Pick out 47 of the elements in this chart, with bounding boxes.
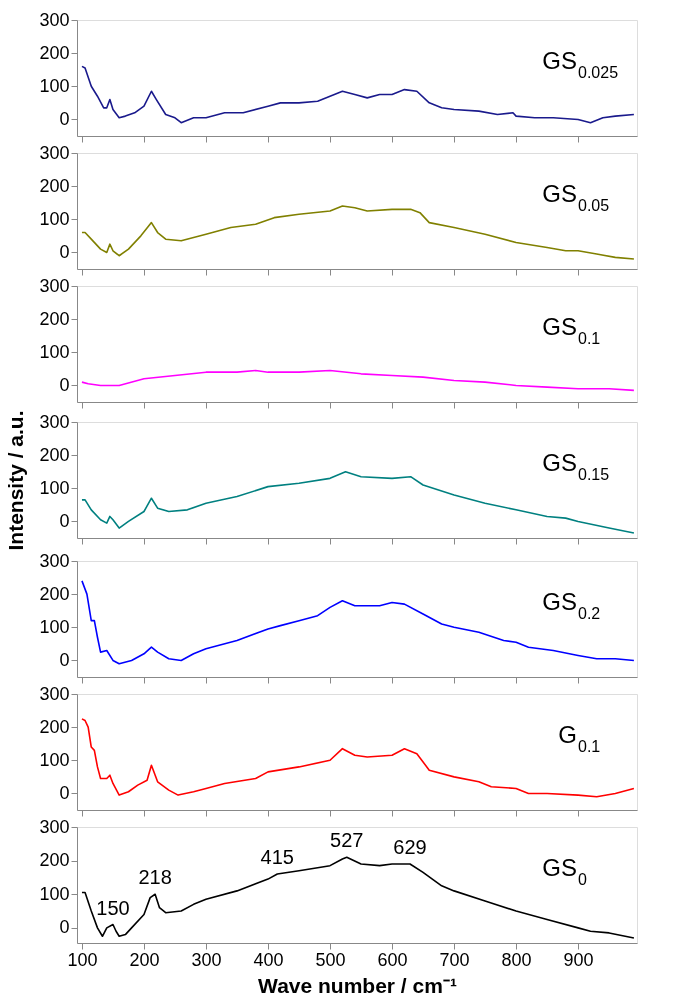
annotation: 527: [330, 829, 364, 852]
line-series: [81, 470, 635, 534]
y-tick-label: 200: [39, 444, 70, 465]
y-tick-label: 200: [39, 583, 70, 604]
y-tick-label: 300: [39, 550, 70, 571]
y-tick-label: 300: [39, 816, 70, 837]
x-tick-label: 800: [501, 949, 532, 970]
x-tick-label: 900: [563, 949, 594, 970]
annotation: 629: [393, 835, 427, 858]
x-tick-label: 600: [377, 949, 408, 970]
y-tick-label: 0: [59, 782, 70, 803]
y-tick-label: 200: [39, 850, 70, 871]
y-tick-label: 100: [39, 208, 70, 229]
x-tick-label: 300: [191, 949, 222, 970]
y-tick-label: 300: [39, 683, 70, 704]
line-series: [81, 580, 635, 665]
annotation: 415: [260, 846, 294, 869]
y-tick-label: 100: [39, 883, 70, 904]
y-tick-label: 100: [39, 75, 70, 96]
y-tick-label: 100: [39, 477, 70, 498]
y-tick-label: 300: [39, 275, 70, 296]
y-tick-label: 200: [39, 175, 70, 196]
x-tick-label: 500: [315, 949, 346, 970]
y-tick-label: 0: [59, 649, 70, 670]
x-tick-label: 700: [439, 949, 470, 970]
x-tick-label: 400: [253, 949, 284, 970]
line-series: [81, 369, 635, 392]
y-tick-label: 300: [39, 9, 70, 30]
y-tick-label: 200: [39, 308, 70, 329]
y-tick-label: 0: [59, 374, 70, 395]
y-tick-label: 100: [39, 749, 70, 770]
y-tick-label: 300: [39, 411, 70, 432]
y-tick-label: 300: [39, 142, 70, 163]
annotation: 218: [138, 866, 172, 889]
y-tick-label: 0: [59, 108, 70, 129]
annotation: 150: [96, 896, 130, 919]
x-tick-label: 200: [129, 949, 160, 970]
y-tick-label: 200: [39, 42, 70, 63]
y-axis-title: Intensity / a.u.: [4, 410, 28, 551]
y-tick-label: 0: [59, 510, 70, 531]
line-series: [81, 718, 635, 798]
y-tick-label: 0: [59, 241, 70, 262]
y-tick-label: 200: [39, 716, 70, 737]
y-tick-label: 100: [39, 616, 70, 637]
y-tick-label: 100: [39, 341, 70, 362]
x-axis-title: Wave number / cm⁻¹: [258, 973, 457, 997]
y-tick-label: 0: [59, 917, 70, 938]
